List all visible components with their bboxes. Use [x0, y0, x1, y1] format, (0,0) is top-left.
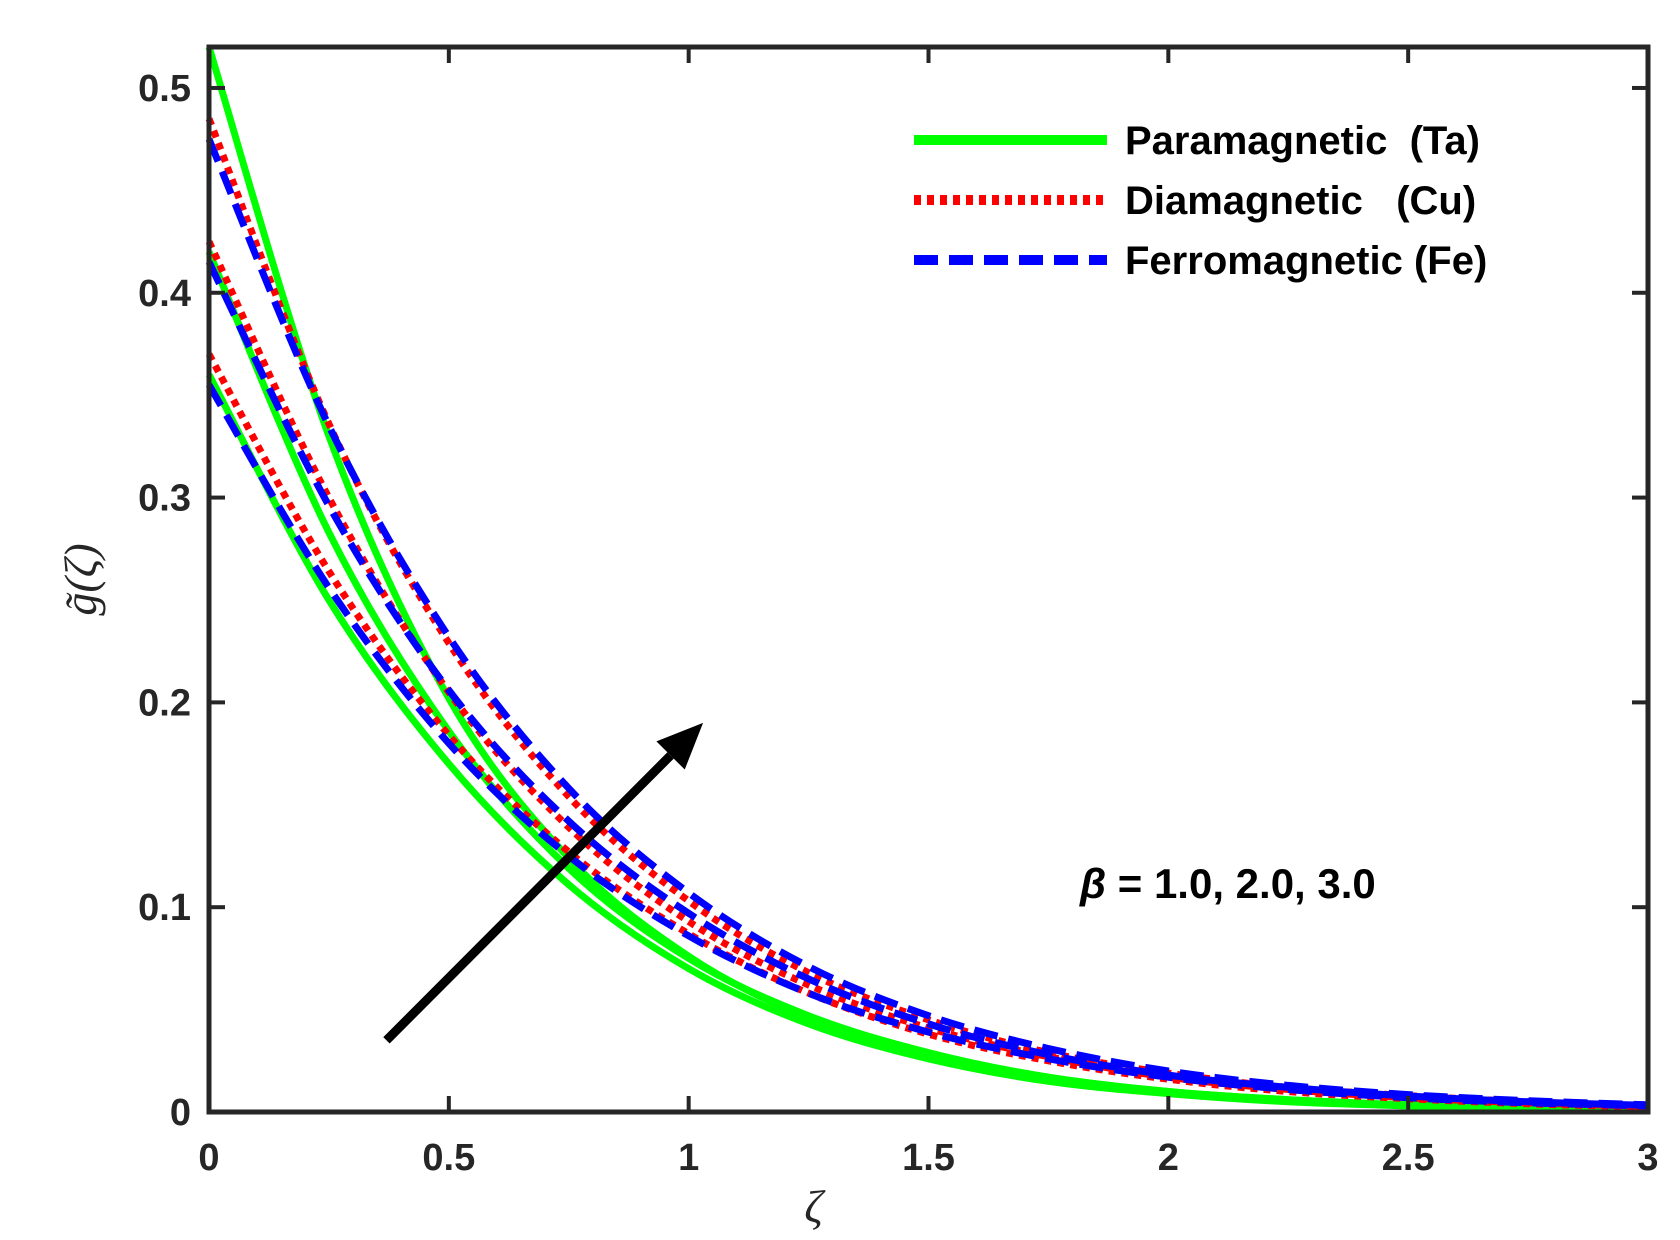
y-tick-label: 0.2	[138, 682, 191, 724]
y-tick-label: 0	[170, 1092, 191, 1134]
y-axis-label: g̃(ζ)	[55, 543, 106, 615]
legend: Paramagnetic (Ta) Diamagnetic (Cu) Ferroma…	[914, 119, 1487, 283]
legend-label: Paramagnetic (Ta)	[1125, 119, 1480, 163]
y-tick-label: 0.1	[138, 887, 191, 929]
x-axis-label: ζ	[804, 1181, 826, 1232]
legend-label: Ferromagnetic (Fe)	[1125, 239, 1487, 283]
beta-symbol: β	[1079, 860, 1106, 907]
series-layer	[205, 45, 1649, 1114]
x-tick-label: 0	[198, 1137, 219, 1179]
trend-arrow-shaft	[383, 752, 674, 1044]
series-line-dashed-7	[205, 383, 1649, 1110]
series-line-dotted-4	[205, 352, 1649, 1111]
tick-layer: 0 0.5 1 1.5 2 2.5 3 0 0.1 0.2 0.3 0.4 0.5	[138, 47, 1659, 1179]
x-tick-label: 1	[678, 1137, 699, 1179]
arrow-layer	[383, 722, 704, 1044]
series-line-dashed-9	[205, 137, 1649, 1109]
y-tick-label: 0.5	[138, 68, 191, 110]
y-tick-label: 0.4	[138, 273, 191, 315]
legend-label: Diamagnetic (Cu)	[1125, 179, 1476, 223]
beta-annotation: β = 1.0, 2.0, 3.0	[1079, 860, 1376, 907]
beta-values: = 1.0, 2.0, 3.0	[1106, 860, 1376, 907]
y-tick-label: 0.3	[138, 478, 191, 520]
trend-arrow-head	[656, 722, 704, 770]
series-line-solid-3	[205, 45, 1649, 1114]
x-tick-label: 0.5	[422, 1137, 475, 1179]
series-line-dashed-8	[205, 260, 1649, 1109]
x-tick-label: 1.5	[902, 1137, 955, 1179]
x-tick-label: 2.5	[1382, 1137, 1435, 1179]
x-tick-label: 3	[1637, 1137, 1658, 1179]
x-tick-label: 2	[1158, 1137, 1179, 1179]
